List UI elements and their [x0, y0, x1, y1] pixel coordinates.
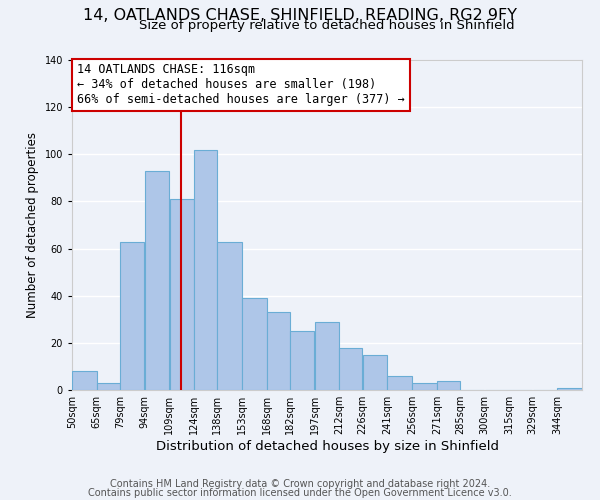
Bar — [388, 376, 412, 390]
Bar — [290, 331, 314, 390]
Bar — [145, 171, 169, 390]
Y-axis label: Number of detached properties: Number of detached properties — [26, 132, 39, 318]
Text: 14, OATLANDS CHASE, SHINFIELD, READING, RG2 9FY: 14, OATLANDS CHASE, SHINFIELD, READING, … — [83, 8, 517, 22]
X-axis label: Distribution of detached houses by size in Shinfield: Distribution of detached houses by size … — [155, 440, 499, 453]
Bar — [437, 380, 460, 390]
Bar — [340, 348, 362, 390]
Bar — [557, 388, 582, 390]
Bar — [97, 383, 120, 390]
Bar — [242, 298, 266, 390]
Bar — [267, 312, 290, 390]
Title: Size of property relative to detached houses in Shinfield: Size of property relative to detached ho… — [139, 20, 515, 32]
Bar — [217, 242, 242, 390]
Bar — [120, 242, 145, 390]
Text: Contains public sector information licensed under the Open Government Licence v3: Contains public sector information licen… — [88, 488, 512, 498]
Bar — [170, 199, 194, 390]
Bar — [362, 354, 387, 390]
Bar — [315, 322, 339, 390]
Bar — [72, 371, 97, 390]
Text: 14 OATLANDS CHASE: 116sqm
← 34% of detached houses are smaller (198)
66% of semi: 14 OATLANDS CHASE: 116sqm ← 34% of detac… — [77, 64, 405, 106]
Text: Contains HM Land Registry data © Crown copyright and database right 2024.: Contains HM Land Registry data © Crown c… — [110, 479, 490, 489]
Bar — [194, 150, 217, 390]
Bar — [412, 383, 437, 390]
